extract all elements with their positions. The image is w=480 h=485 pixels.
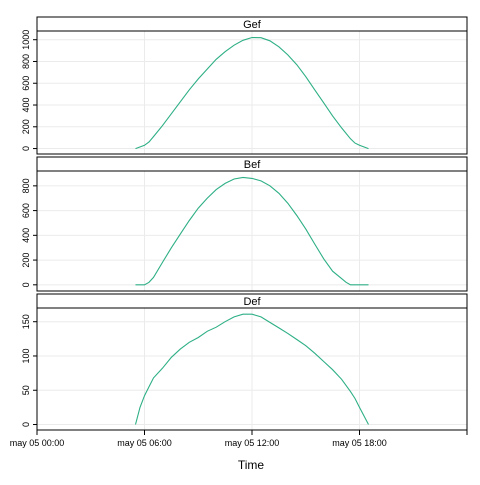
x-tick-label: may 05 06:00 bbox=[117, 438, 172, 448]
y-tick-label: 1000 bbox=[21, 30, 31, 50]
x-tick-label: may 05 18:00 bbox=[332, 438, 387, 448]
series-line bbox=[135, 36, 369, 150]
panel-frame bbox=[36, 170, 468, 292]
y-tick-label: 200 bbox=[21, 119, 31, 134]
x-axis-label: Time bbox=[238, 458, 265, 472]
y-tick-label: 0 bbox=[21, 146, 31, 151]
series-line bbox=[135, 176, 369, 286]
y-tick-label: 400 bbox=[21, 98, 31, 113]
y-tick-label: 0 bbox=[21, 422, 31, 427]
panel-gef: Gef 0 200 400 600 800 1000 bbox=[21, 16, 468, 155]
y-tick-label: 800 bbox=[21, 178, 31, 193]
y-tick-label: 50 bbox=[21, 385, 31, 395]
panel-bef: Bef 0 200 400 600 800 bbox=[21, 156, 468, 292]
x-tick-label: may 05 00:00 bbox=[10, 438, 65, 448]
y-tick-label: 600 bbox=[21, 76, 31, 91]
x-tick-label: may 05 12:00 bbox=[225, 438, 280, 448]
panel-frame bbox=[36, 30, 468, 155]
y-tick-label: 600 bbox=[21, 203, 31, 218]
panel-def: Def 0 50 100 150 bbox=[21, 293, 468, 431]
panel-title: Def bbox=[243, 296, 261, 308]
panel-title: Gef bbox=[243, 19, 262, 31]
y-tick-label: 400 bbox=[21, 228, 31, 243]
panel-title: Bef bbox=[244, 159, 261, 171]
y-tick-label: 100 bbox=[21, 348, 31, 363]
y-tick-label: 0 bbox=[21, 282, 31, 287]
y-tick-label: 800 bbox=[21, 54, 31, 69]
y-tick-label: 150 bbox=[21, 314, 31, 329]
y-tick-label: 200 bbox=[21, 253, 31, 268]
series-line bbox=[134, 313, 369, 425]
